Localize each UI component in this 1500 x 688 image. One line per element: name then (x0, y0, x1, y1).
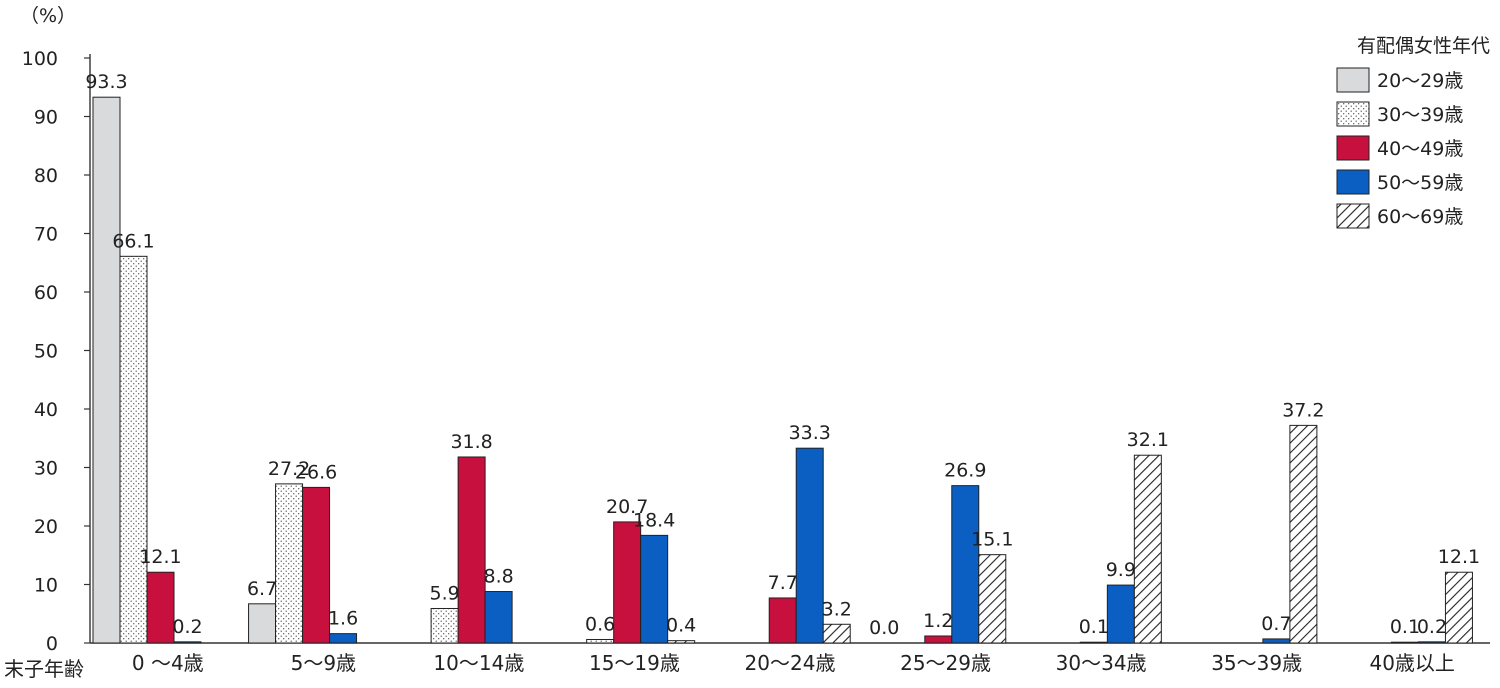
bar (924, 635, 953, 644)
bar (586, 638, 615, 644)
data-label: 20.7 (606, 496, 648, 518)
bar (457, 456, 486, 644)
bar (978, 554, 1007, 644)
data-label: 12.1 (1438, 546, 1480, 568)
legend-label: 20〜29歳 (1377, 70, 1463, 92)
bar (1262, 638, 1291, 644)
data-label: 0.1 (1390, 616, 1420, 638)
category-label: 25〜29歳 (900, 651, 991, 675)
y-tick-label: 60 (34, 282, 58, 304)
data-label: 27.2 (268, 458, 310, 480)
legend-swatch (1336, 135, 1370, 161)
bar (484, 591, 513, 644)
legend-group: 有配偶女性年代 20〜29歳 30〜39歳 40〜49歳 50〜59歳 60〜69歳 (1336, 35, 1490, 229)
y-tick-label: 50 (34, 341, 58, 363)
category-label: 10〜14歳 (433, 651, 524, 675)
data-label: 7.7 (768, 572, 798, 594)
bar (1390, 641, 1419, 644)
bar (667, 640, 696, 644)
legend-label: 40〜49歳 (1377, 138, 1463, 160)
data-label: 93.3 (85, 71, 127, 93)
bar (822, 623, 851, 644)
bar (302, 486, 331, 644)
bar (248, 603, 277, 644)
data-label: 0.6 (585, 613, 615, 635)
y-tick-label: 20 (34, 516, 58, 538)
data-label: 26.9 (944, 460, 986, 482)
legend-swatch (1336, 101, 1370, 127)
y-unit-label: （%） (20, 5, 76, 27)
legend-label: 60〜69歳 (1377, 206, 1463, 228)
data-label: 0.7 (1261, 613, 1291, 635)
y-tick-label: 0 (46, 633, 58, 655)
data-label: 3.2 (822, 598, 852, 620)
data-label: 0.1 (1079, 616, 1109, 638)
data-label: 1.2 (923, 610, 953, 632)
bar (1444, 571, 1473, 644)
data-label: 18.4 (633, 509, 675, 531)
bar (173, 641, 202, 644)
data-label: 8.8 (484, 566, 514, 588)
bar (329, 633, 358, 644)
legend-label: 50〜59歳 (1377, 172, 1463, 194)
data-label: 0.4 (666, 615, 696, 637)
legend-swatch (1336, 169, 1370, 195)
x-axis-title: 末子年齢 (4, 657, 84, 681)
bar (951, 485, 980, 644)
y-tick-label: 100 (22, 48, 58, 70)
category-label: 40歳以上 (1369, 651, 1454, 675)
data-label: 9.9 (1106, 559, 1136, 581)
bar (613, 521, 642, 644)
data-label: 0.2 (172, 616, 202, 638)
bar (119, 255, 148, 644)
y-tick-label: 30 (34, 458, 58, 480)
y-tick-label: 70 (34, 224, 58, 246)
category-label: 5〜9歳 (291, 651, 356, 675)
bar (640, 534, 669, 644)
legend-label: 30〜39歳 (1377, 104, 1463, 126)
bar (1133, 454, 1162, 644)
legend-title: 有配偶女性年代 (1357, 35, 1490, 57)
bar (275, 483, 304, 644)
bar (1417, 641, 1446, 644)
data-label: 0.0 (869, 617, 899, 639)
y-tick-label: 80 (34, 165, 58, 187)
data-label: 6.7 (247, 578, 277, 600)
data-label: 32.1 (1127, 429, 1169, 451)
category-label: 0 〜4歳 (132, 651, 204, 675)
bar (768, 597, 797, 644)
data-label: 15.1 (971, 529, 1013, 551)
category-label: 20〜24歳 (745, 651, 836, 675)
category-label: 30〜34歳 (1056, 651, 1147, 675)
bars-group (92, 96, 1473, 644)
bar (146, 571, 175, 644)
axes-group: 0 10 20 30 40 50 60 70 80 90 100 （%） 末子年齢 0 〜4歳 5〜9歳 10… (4, 5, 1490, 681)
data-label: 0.2 (1417, 616, 1447, 638)
data-label: 12.1 (139, 546, 181, 568)
data-label: 33.3 (789, 422, 831, 444)
bar (1079, 641, 1108, 644)
y-tick-label: 90 (34, 107, 58, 129)
bar (795, 447, 824, 644)
data-label: 1.6 (328, 608, 358, 630)
bar (430, 607, 459, 644)
legend-swatch (1336, 203, 1370, 229)
data-label: 37.2 (1282, 399, 1324, 421)
y-tick-label: 10 (34, 575, 58, 597)
legend-swatch (1336, 67, 1370, 93)
data-label: 66.1 (112, 230, 154, 252)
data-label: 31.8 (450, 431, 492, 453)
bar (1106, 584, 1135, 644)
category-label: 35〜39歳 (1211, 651, 1302, 675)
data-labels-group: 93.3 6.7 66.1 27.2 5.9 0.6 12.1 26.6 31.8 20.7 7.7… (85, 71, 1480, 639)
bar (1289, 424, 1318, 644)
bar (92, 96, 121, 644)
data-label: 26.6 (295, 461, 337, 483)
data-label: 5.9 (430, 582, 460, 604)
y-tick-label: 40 (34, 399, 58, 421)
category-label: 15〜19歳 (589, 651, 680, 675)
